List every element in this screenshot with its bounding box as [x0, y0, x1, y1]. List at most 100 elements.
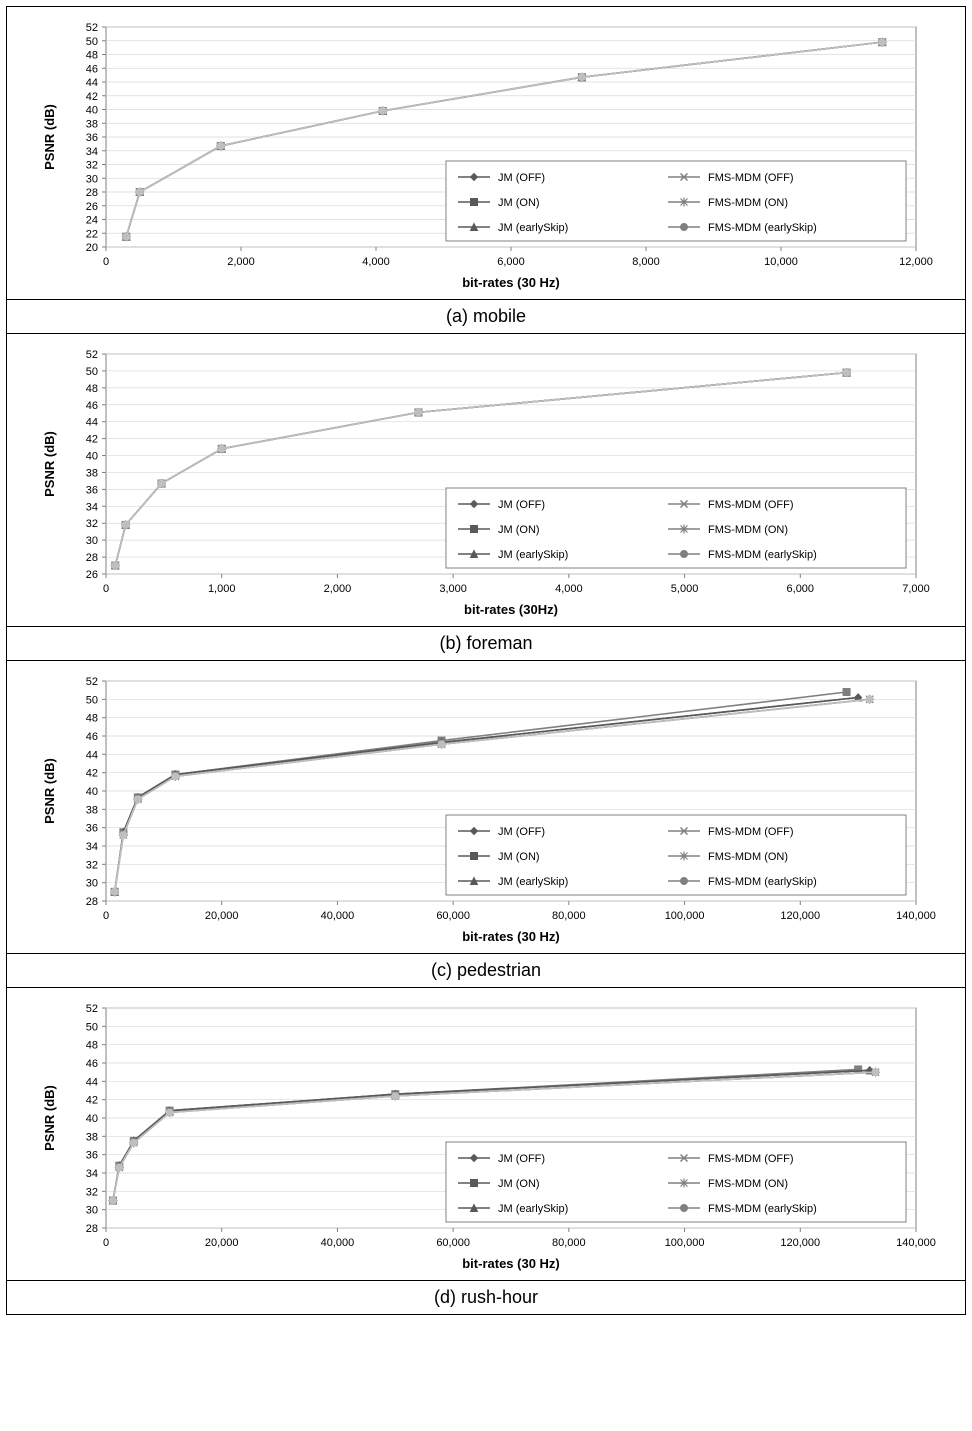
svg-text:PSNR (dB): PSNR (dB): [42, 1085, 57, 1151]
svg-text:28: 28: [86, 896, 98, 908]
svg-text:32: 32: [86, 1186, 98, 1198]
panel-b: 262830323436384042444648505201,0002,0003…: [7, 334, 965, 661]
svg-text:PSNR (dB): PSNR (dB): [42, 758, 57, 824]
chart-c: 28303234363840424446485052020,00040,0006…: [7, 661, 965, 953]
svg-text:140,000: 140,000: [896, 1237, 936, 1249]
svg-text:38: 38: [86, 118, 98, 130]
svg-text:40: 40: [86, 1113, 98, 1125]
svg-text:52: 52: [86, 349, 98, 361]
svg-text:140,000: 140,000: [896, 910, 936, 922]
svg-text:50: 50: [86, 36, 98, 48]
svg-text:FMS-MDM (ON): FMS-MDM (ON): [708, 524, 788, 536]
svg-text:52: 52: [86, 1003, 98, 1015]
svg-text:50: 50: [86, 694, 98, 706]
svg-text:JM (OFF): JM (OFF): [498, 172, 545, 184]
svg-text:32: 32: [86, 518, 98, 530]
chart-b: 262830323436384042444648505201,0002,0003…: [7, 334, 965, 626]
svg-text:60,000: 60,000: [436, 1237, 470, 1249]
svg-text:32: 32: [86, 160, 98, 172]
svg-text:JM (ON): JM (ON): [498, 524, 540, 536]
svg-text:FMS-MDM (earlySkip): FMS-MDM (earlySkip): [708, 549, 817, 561]
svg-text:0: 0: [103, 583, 109, 595]
svg-text:FMS-MDM (ON): FMS-MDM (ON): [708, 1178, 788, 1190]
svg-text:20,000: 20,000: [205, 1237, 239, 1249]
chart-a: 202224262830323436384042444648505202,000…: [7, 7, 965, 299]
svg-text:FMS-MDM (OFF): FMS-MDM (OFF): [708, 1153, 794, 1165]
svg-text:bit-rates (30Hz): bit-rates (30Hz): [464, 602, 558, 617]
svg-text:6,000: 6,000: [787, 583, 815, 595]
panel-c: 28303234363840424446485052020,00040,0006…: [7, 661, 965, 988]
svg-text:38: 38: [86, 804, 98, 816]
svg-text:24: 24: [86, 215, 98, 227]
svg-text:JM (ON): JM (ON): [498, 1178, 540, 1190]
svg-text:4,000: 4,000: [362, 256, 390, 268]
svg-text:28: 28: [86, 552, 98, 564]
svg-text:FMS-MDM (earlySkip): FMS-MDM (earlySkip): [708, 222, 817, 234]
svg-text:JM (ON): JM (ON): [498, 197, 540, 209]
svg-text:7,000: 7,000: [902, 583, 930, 595]
svg-text:FMS-MDM (OFF): FMS-MDM (OFF): [708, 172, 794, 184]
svg-text:bit-rates (30 Hz): bit-rates (30 Hz): [462, 929, 560, 944]
svg-text:28: 28: [86, 187, 98, 199]
svg-text:30: 30: [86, 1205, 98, 1217]
svg-text:JM (OFF): JM (OFF): [498, 499, 545, 511]
svg-text:32: 32: [86, 859, 98, 871]
svg-text:48: 48: [86, 50, 98, 62]
svg-text:4,000: 4,000: [555, 583, 583, 595]
svg-text:22: 22: [86, 228, 98, 240]
svg-text:12,000: 12,000: [899, 256, 933, 268]
svg-text:bit-rates (30 Hz): bit-rates (30 Hz): [462, 1256, 560, 1271]
svg-text:48: 48: [86, 713, 98, 725]
svg-text:100,000: 100,000: [665, 1237, 705, 1249]
svg-text:bit-rates (30 Hz): bit-rates (30 Hz): [462, 275, 560, 290]
svg-text:42: 42: [86, 434, 98, 446]
svg-text:30: 30: [86, 173, 98, 185]
svg-text:44: 44: [86, 417, 98, 429]
svg-text:46: 46: [86, 1058, 98, 1070]
svg-text:40,000: 40,000: [321, 1237, 355, 1249]
svg-text:42: 42: [86, 91, 98, 103]
svg-text:28: 28: [86, 1223, 98, 1235]
svg-text:46: 46: [86, 400, 98, 412]
svg-text:8,000: 8,000: [632, 256, 660, 268]
svg-text:52: 52: [86, 676, 98, 688]
svg-text:40,000: 40,000: [321, 910, 355, 922]
svg-text:2,000: 2,000: [324, 583, 352, 595]
svg-text:36: 36: [86, 132, 98, 144]
figure-grid: 202224262830323436384042444648505202,000…: [6, 6, 966, 1315]
svg-text:48: 48: [86, 383, 98, 395]
caption-a: (a) mobile: [7, 299, 965, 333]
svg-text:80,000: 80,000: [552, 910, 586, 922]
svg-text:34: 34: [86, 841, 98, 853]
svg-text:36: 36: [86, 484, 98, 496]
svg-text:2,000: 2,000: [227, 256, 255, 268]
svg-text:48: 48: [86, 1040, 98, 1052]
svg-text:0: 0: [103, 910, 109, 922]
svg-text:30: 30: [86, 878, 98, 890]
svg-text:34: 34: [86, 501, 98, 513]
svg-text:36: 36: [86, 823, 98, 835]
svg-text:46: 46: [86, 63, 98, 75]
svg-text:26: 26: [86, 201, 98, 213]
svg-text:6,000: 6,000: [497, 256, 525, 268]
svg-text:PSNR (dB): PSNR (dB): [42, 431, 57, 497]
svg-text:120,000: 120,000: [780, 1237, 820, 1249]
svg-text:38: 38: [86, 467, 98, 479]
svg-text:3,000: 3,000: [439, 583, 467, 595]
svg-text:40: 40: [86, 451, 98, 463]
svg-text:JM (OFF): JM (OFF): [498, 826, 545, 838]
svg-text:40: 40: [86, 105, 98, 117]
svg-text:44: 44: [86, 77, 98, 89]
svg-text:26: 26: [86, 569, 98, 581]
svg-text:30: 30: [86, 535, 98, 547]
svg-text:PSNR (dB): PSNR (dB): [42, 104, 57, 170]
svg-text:JM (earlySkip): JM (earlySkip): [498, 549, 568, 561]
caption-d: (d) rush-hour: [7, 1280, 965, 1314]
svg-text:FMS-MDM (OFF): FMS-MDM (OFF): [708, 826, 794, 838]
panel-a: 202224262830323436384042444648505202,000…: [7, 7, 965, 334]
svg-text:36: 36: [86, 1150, 98, 1162]
chart-d: 28303234363840424446485052020,00040,0006…: [7, 988, 965, 1280]
svg-text:120,000: 120,000: [780, 910, 820, 922]
svg-text:5,000: 5,000: [671, 583, 699, 595]
svg-text:44: 44: [86, 749, 98, 761]
